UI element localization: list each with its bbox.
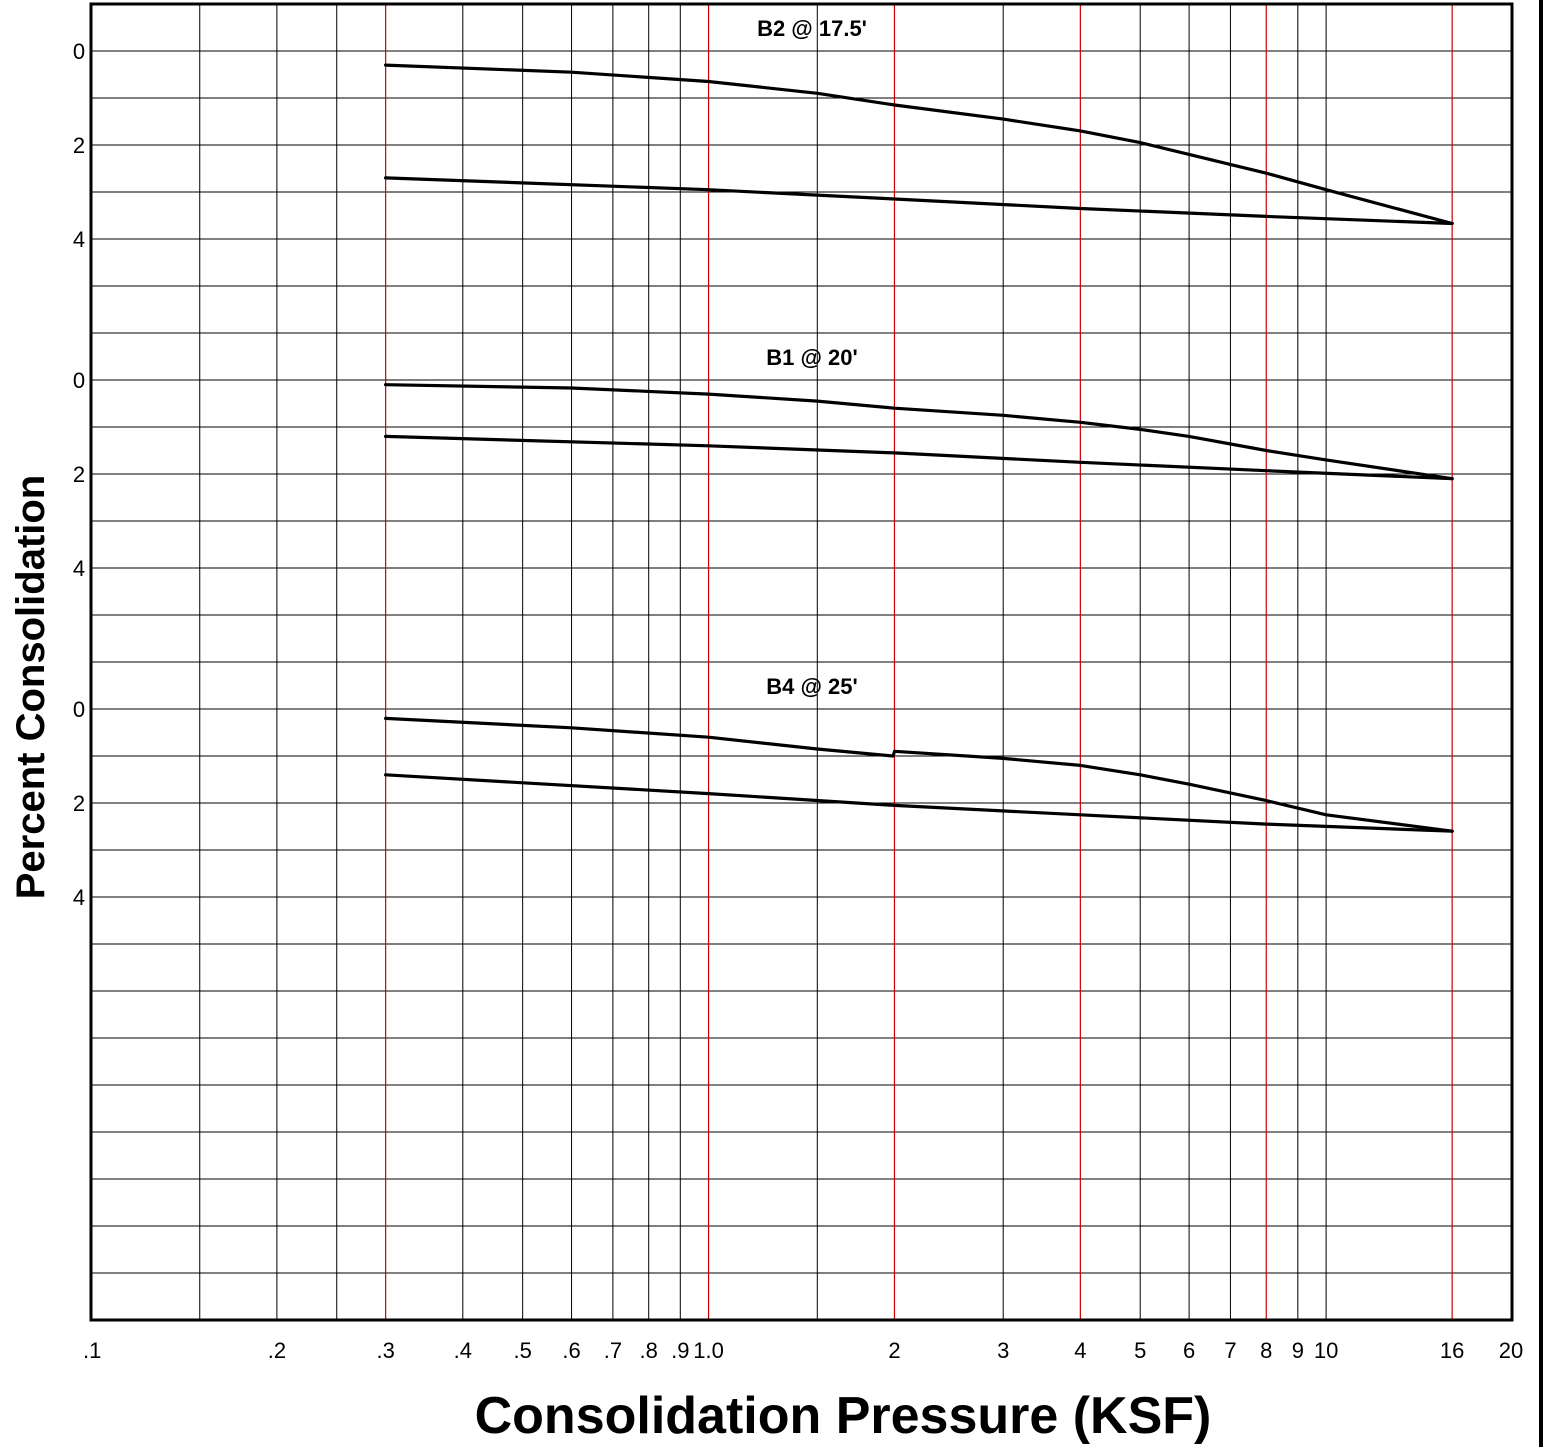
panel-title: B2 @ 17.5' <box>757 16 867 41</box>
x-tick-label: .9 <box>671 1338 689 1363</box>
x-tick-label: 16 <box>1440 1338 1464 1363</box>
x-tick-label: 4 <box>1074 1338 1086 1363</box>
unloading-curve <box>384 176 1454 226</box>
y-tick-label: 4 <box>73 227 85 252</box>
y-axis-title: Percent Consolidation <box>9 475 53 900</box>
x-tick-label: .3 <box>376 1338 394 1363</box>
panel-title: B4 @ 25' <box>766 674 858 699</box>
grid-layer <box>91 4 1512 1320</box>
x-tick-label: 3 <box>997 1338 1009 1363</box>
x-tick-label: 8 <box>1260 1338 1272 1363</box>
x-tick-label: 10 <box>1314 1338 1338 1363</box>
x-tick-label: .6 <box>562 1338 580 1363</box>
y-tick-label: 2 <box>73 462 85 487</box>
y-tick-label: 0 <box>73 39 85 64</box>
x-tick-label: .7 <box>604 1338 622 1363</box>
x-tick-label: .4 <box>454 1338 472 1363</box>
y-tick-label: 0 <box>73 368 85 393</box>
unloading-curve <box>384 773 1454 833</box>
x-tick-label: .2 <box>268 1338 286 1363</box>
x-tick-label: 2 <box>888 1338 900 1363</box>
y-tick-label: 0 <box>73 697 85 722</box>
x-tick-label: .8 <box>640 1338 658 1363</box>
x-tick-label: 9 <box>1292 1338 1304 1363</box>
y-tick-label: 2 <box>73 133 85 158</box>
series-layer <box>384 63 1454 833</box>
x-tick-label: 6 <box>1183 1338 1195 1363</box>
panel-title: B1 @ 20' <box>766 345 858 370</box>
x-tick-label: 1.0 <box>693 1338 724 1363</box>
x-tick-label: 7 <box>1224 1338 1236 1363</box>
x-tick-label: .5 <box>513 1338 531 1363</box>
y-tick-label: 4 <box>73 885 85 910</box>
x-tick-label: .1 <box>83 1338 101 1363</box>
unloading-curve <box>384 434 1454 481</box>
y-tick-label: 4 <box>73 556 85 581</box>
x-axis-title: Consolidation Pressure (KSF) <box>475 1387 1212 1445</box>
loading-curve <box>384 383 1454 481</box>
x-tick-label: 5 <box>1134 1338 1146 1363</box>
x-tick-label: 20 <box>1499 1338 1523 1363</box>
loading-curve <box>384 63 1454 226</box>
plot-frame <box>89 2 1514 1322</box>
loading-curve <box>384 716 1454 833</box>
y-tick-label: 2 <box>73 791 85 816</box>
